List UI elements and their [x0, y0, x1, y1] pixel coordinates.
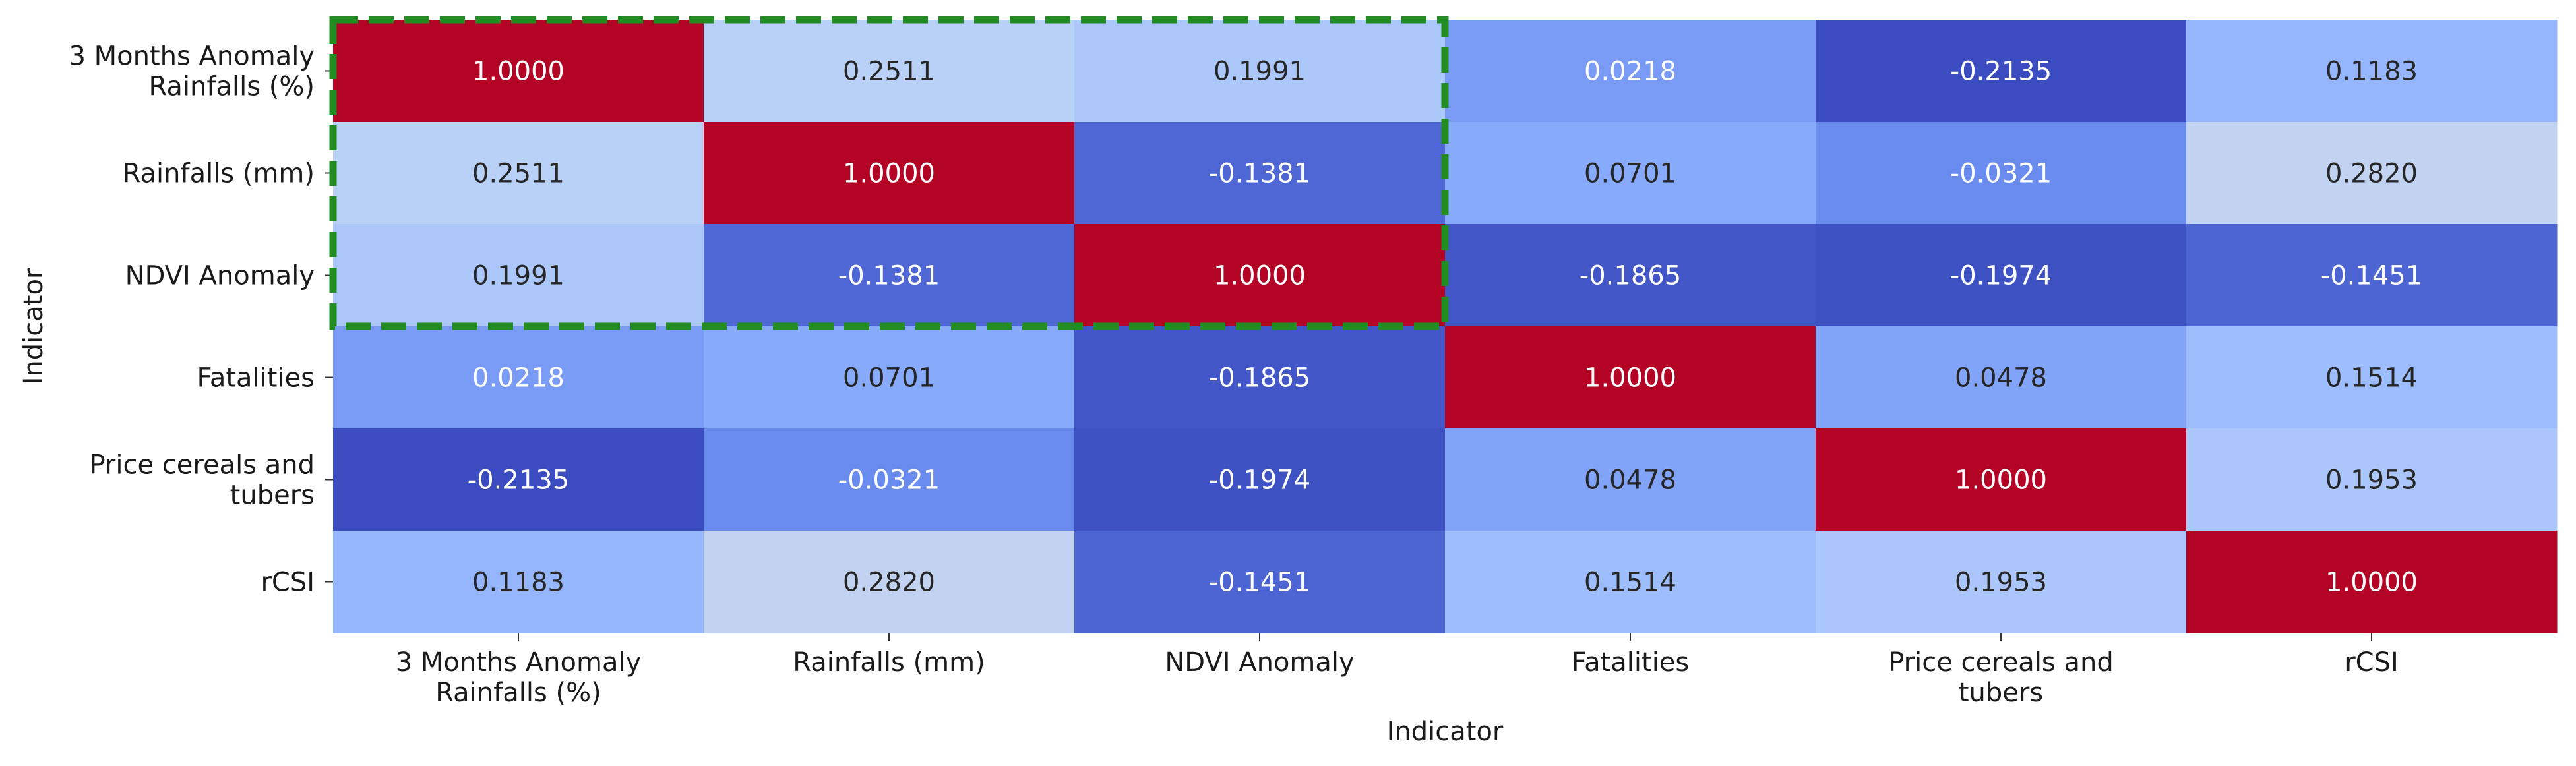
- heatmap-cells: [333, 20, 2558, 633]
- heatmap-cell-r5-c5: [2186, 531, 2558, 633]
- y-tick-label-4-line-0: Price cereals and: [89, 450, 315, 481]
- cell-value-r5-c4: 0.1953: [1955, 568, 2047, 598]
- cell-value-r0-c2: 0.1991: [1213, 57, 1306, 87]
- x-tick-label-5-line-0: rCSI: [2345, 647, 2399, 678]
- cell-value-r2-c3: -0.1865: [1579, 261, 1681, 291]
- heatmap-cell-r3-c3: [1445, 326, 1816, 429]
- y-axis-title: Indicator: [18, 268, 49, 384]
- heatmap-cell-r4-c1: [704, 428, 1075, 531]
- cell-value-r4-c3: 0.0478: [1584, 465, 1676, 496]
- cell-value-r5-c2: -0.1451: [1209, 568, 1310, 598]
- heatmap-cell-r1-c4: [1816, 122, 2187, 225]
- cell-value-r3-c2: -0.1865: [1209, 363, 1310, 394]
- cell-value-r0-c1: 0.2511: [843, 57, 935, 87]
- heatmap-cell-r4-c4: [1816, 428, 2187, 531]
- heatmap-cell-r5-c0: [333, 531, 704, 633]
- heatmap-cell-r1-c5: [2186, 122, 2558, 225]
- heatmap-cell-r5-c3: [1445, 531, 1816, 633]
- x-tick-label-4-line-1: tubers: [1959, 678, 2043, 708]
- y-tick-label-0-line-1: Rainfalls (%): [149, 72, 315, 102]
- heatmap-cell-r4-c2: [1074, 428, 1446, 531]
- highlight-box: [329, 16, 1449, 330]
- y-tick-label-5-line-0: rCSI: [261, 568, 315, 598]
- cell-value-r5-c3: 0.1514: [1584, 568, 1676, 598]
- x-tick-label-1-line-0: Rainfalls (mm): [793, 647, 985, 678]
- cell-value-r1-c1: 1.0000: [843, 159, 935, 189]
- heatmap-cell-r0-c1: [704, 20, 1075, 123]
- heatmap-cell-r0-c5: [2186, 20, 2558, 123]
- heatmap-cell-r0-c3: [1445, 20, 1816, 123]
- cell-value-r2-c5: -0.1451: [2321, 261, 2422, 291]
- cell-value-r5-c0: 0.1183: [472, 568, 565, 598]
- cell-value-r1-c5: 0.2820: [2325, 159, 2418, 189]
- heatmap-cell-r2-c2: [1074, 224, 1446, 327]
- highlight-layer: [329, 16, 1449, 330]
- cell-value-r0-c0: 1.0000: [472, 57, 565, 87]
- y-tick-label-2-line-0: NDVI Anomaly: [125, 261, 315, 291]
- x-tick-label-4-line-0: Price cereals and: [1888, 647, 2114, 678]
- cell-value-r0-c3: 0.0218: [1584, 57, 1676, 87]
- cell-value-r2-c1: -0.1381: [838, 261, 940, 291]
- cell-value-r4-c1: -0.0321: [838, 465, 940, 496]
- cell-value-r4-c5: 0.1953: [2325, 465, 2418, 496]
- cell-value-r0-c5: 0.1183: [2325, 57, 2418, 87]
- heatmap-cell-r2-c3: [1445, 224, 1816, 327]
- x-tick-label-0-line-0: 3 Months Anomaly: [396, 647, 642, 678]
- cell-value-r3-c5: 0.1514: [2325, 363, 2418, 394]
- cell-value-r0-c4: -0.2135: [1950, 57, 2052, 87]
- cell-value-r3-c0: 0.0218: [472, 363, 565, 394]
- cell-value-r5-c1: 0.2820: [843, 568, 935, 598]
- heatmap-cell-r3-c0: [333, 326, 704, 429]
- y-tick-label-1-line-0: Rainfalls (mm): [123, 159, 315, 189]
- heatmap-cell-r4-c0: [333, 428, 704, 531]
- cell-value-r4-c2: -0.1974: [1209, 465, 1310, 496]
- cell-value-r1-c3: 0.0701: [1584, 159, 1676, 189]
- heatmap-cell-r0-c0: [333, 20, 704, 123]
- heatmap-cell-r0-c2: [1074, 20, 1446, 123]
- heatmap-cell-r2-c5: [2186, 224, 2558, 327]
- y-tick-label-4-line-1: tubers: [230, 481, 315, 511]
- heatmap-cell-r4-c5: [2186, 428, 2558, 531]
- cell-value-r1-c2: -0.1381: [1209, 159, 1310, 189]
- cell-value-r4-c0: -0.2135: [468, 465, 569, 496]
- heatmap-cell-labels: 1.0000 0.2511 0.1991 0.0218 -0.2135 0.1183 0.2…: [468, 57, 2422, 598]
- heatmap-cell-r1-c3: [1445, 122, 1816, 225]
- y-tick-label-0-line-0: 3 Months Anomaly: [69, 42, 315, 72]
- cell-value-r2-c0: 0.1991: [472, 261, 565, 291]
- heatmap-cell-r2-c4: [1816, 224, 2187, 327]
- heatmap-cell-r3-c4: [1816, 326, 2187, 429]
- heatmap-cell-r5-c2: [1074, 531, 1446, 633]
- heatmap-cell-r1-c0: [333, 122, 704, 225]
- x-tick-label-0-line-1: Rainfalls (%): [435, 678, 601, 708]
- heatmap-cell-r1-c1: [704, 122, 1075, 225]
- heatmap-cell-r3-c2: [1074, 326, 1446, 429]
- heatmap-cell-r2-c0: [333, 224, 704, 327]
- y-tick-label-3-line-0: Fatalities: [197, 363, 315, 394]
- heatmap-cell-r3-c1: [704, 326, 1075, 429]
- heatmap-cell-r4-c3: [1445, 428, 1816, 531]
- heatmap-cell-r3-c5: [2186, 326, 2558, 429]
- cell-value-r4-c4: 1.0000: [1955, 465, 2047, 496]
- x-tick-label-2-line-0: NDVI Anomaly: [1165, 647, 1354, 678]
- x-tick-label-3-line-0: Fatalities: [1572, 647, 1690, 678]
- cell-value-r3-c3: 1.0000: [1584, 363, 1676, 394]
- heatmap-cell-r5-c4: [1816, 531, 2187, 633]
- heatmap-cell-r2-c1: [704, 224, 1075, 327]
- heatmap-cell-r0-c4: [1816, 20, 2187, 123]
- cell-value-r5-c5: 1.0000: [2325, 568, 2418, 598]
- x-axis-title: Indicator: [1387, 717, 1504, 747]
- cell-value-r3-c1: 0.0701: [843, 363, 935, 394]
- cell-value-r1-c4: -0.0321: [1950, 159, 2052, 189]
- cell-value-r2-c2: 1.0000: [1213, 261, 1306, 291]
- cell-value-r1-c0: 0.2511: [472, 159, 565, 189]
- cell-value-r2-c4: -0.1974: [1950, 261, 2052, 291]
- cell-value-r3-c4: 0.0478: [1955, 363, 2047, 394]
- heatmap-cell-r1-c2: [1074, 122, 1446, 225]
- heatmap-cell-r5-c1: [704, 531, 1075, 633]
